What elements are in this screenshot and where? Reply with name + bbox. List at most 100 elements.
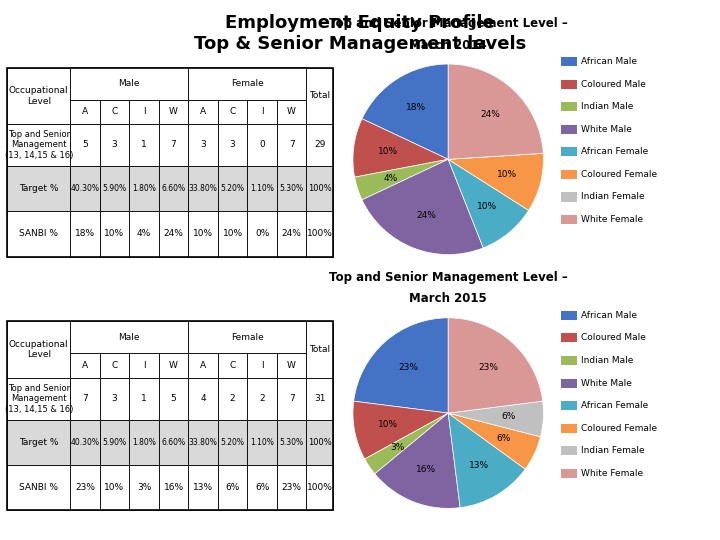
Wedge shape [355,159,448,200]
Bar [189,420,217,465]
Bar [276,420,306,465]
Text: 33.80%: 33.80% [189,184,217,193]
Bar [561,147,577,157]
Bar [99,166,130,211]
Text: W: W [287,361,296,370]
Text: 4%: 4% [137,230,151,238]
Text: 10%: 10% [193,230,213,238]
Text: Top and Senior Management Level –: Top and Senior Management Level – [329,271,567,284]
Bar [7,124,70,166]
Text: White Male: White Male [581,125,632,134]
Text: Coloured Female: Coloured Female [581,424,657,433]
Text: African Male: African Male [581,311,637,320]
Bar [276,166,306,211]
Bar [70,100,99,124]
Bar [130,420,158,465]
Text: 18%: 18% [405,104,426,112]
Bar [130,100,158,124]
Text: 16%: 16% [163,483,184,492]
Text: 5: 5 [82,140,88,150]
Text: 5: 5 [171,394,176,403]
Bar [158,166,189,211]
Text: Target %: Target % [19,184,58,193]
Text: 40.30%: 40.30% [71,184,99,193]
Bar [248,354,276,378]
Bar [70,378,99,420]
Text: 16%: 16% [415,465,436,474]
Bar [7,166,70,211]
Text: 10%: 10% [222,230,243,238]
Text: 31: 31 [314,394,325,403]
Bar [276,100,306,124]
Text: Indian Female: Indian Female [581,446,645,455]
Bar [189,100,217,124]
Bar [99,211,130,256]
Text: SANBI %: SANBI % [19,483,58,492]
Text: C: C [112,107,117,117]
Text: 23%: 23% [75,483,95,492]
Text: African Female: African Female [581,401,649,410]
Text: 6%: 6% [255,483,269,492]
Bar [189,321,307,354]
Bar [158,420,189,465]
Wedge shape [448,153,544,159]
Text: 2: 2 [230,394,235,403]
Text: 5.90%: 5.90% [102,184,127,193]
Bar [189,68,307,99]
Text: 7: 7 [289,140,294,150]
Bar [158,166,189,211]
Wedge shape [448,159,528,248]
Bar [189,211,217,256]
Bar [70,68,188,99]
Text: March 2014: March 2014 [410,39,487,52]
Text: African Male: African Male [581,57,637,66]
Text: A: A [82,361,88,370]
Text: Total: Total [310,91,330,100]
Text: 40.30%: 40.30% [71,438,99,447]
Text: 100%: 100% [308,184,332,193]
Text: 1.80%: 1.80% [132,184,156,193]
Bar [306,124,333,166]
Bar [130,124,158,166]
Bar [561,215,577,224]
Text: 10%: 10% [378,147,398,156]
Text: Top and Senior
Management
(13, 14,15 & 16): Top and Senior Management (13, 14,15 & 1… [4,130,73,160]
Bar [561,192,577,201]
Text: 0%: 0% [255,230,269,238]
Bar [158,465,189,510]
Text: 4%: 4% [383,173,397,183]
Text: 6.60%: 6.60% [161,184,186,193]
Bar [306,166,333,211]
Bar [7,420,70,465]
Text: 5.20%: 5.20% [220,438,245,447]
Bar [130,420,158,465]
Text: 24%: 24% [282,230,302,238]
Text: 100%: 100% [307,483,333,492]
Text: I: I [143,107,145,117]
Text: A: A [200,107,206,117]
Bar [561,333,577,342]
Bar [217,100,248,124]
Bar [189,354,217,378]
Text: 24%: 24% [163,230,184,238]
Wedge shape [448,401,544,437]
Bar [248,211,276,256]
Text: W: W [169,361,178,370]
Bar [70,124,99,166]
Text: 6%: 6% [225,483,240,492]
Text: African Female: African Female [581,147,649,157]
Bar [248,378,276,420]
Bar [158,100,189,124]
Bar [248,100,276,124]
Text: 6.60%: 6.60% [161,438,186,447]
Bar [248,420,276,465]
Bar [217,420,248,465]
Bar [99,100,130,124]
Text: 23%: 23% [478,363,498,372]
Bar [189,166,217,211]
Text: Top & Senior Management levels: Top & Senior Management levels [194,35,526,53]
Text: White Female: White Female [581,469,644,478]
Bar [561,79,577,89]
Text: Top and Senior
Management
(13, 14,15 & 16): Top and Senior Management (13, 14,15 & 1… [4,384,73,414]
Bar [217,420,248,465]
